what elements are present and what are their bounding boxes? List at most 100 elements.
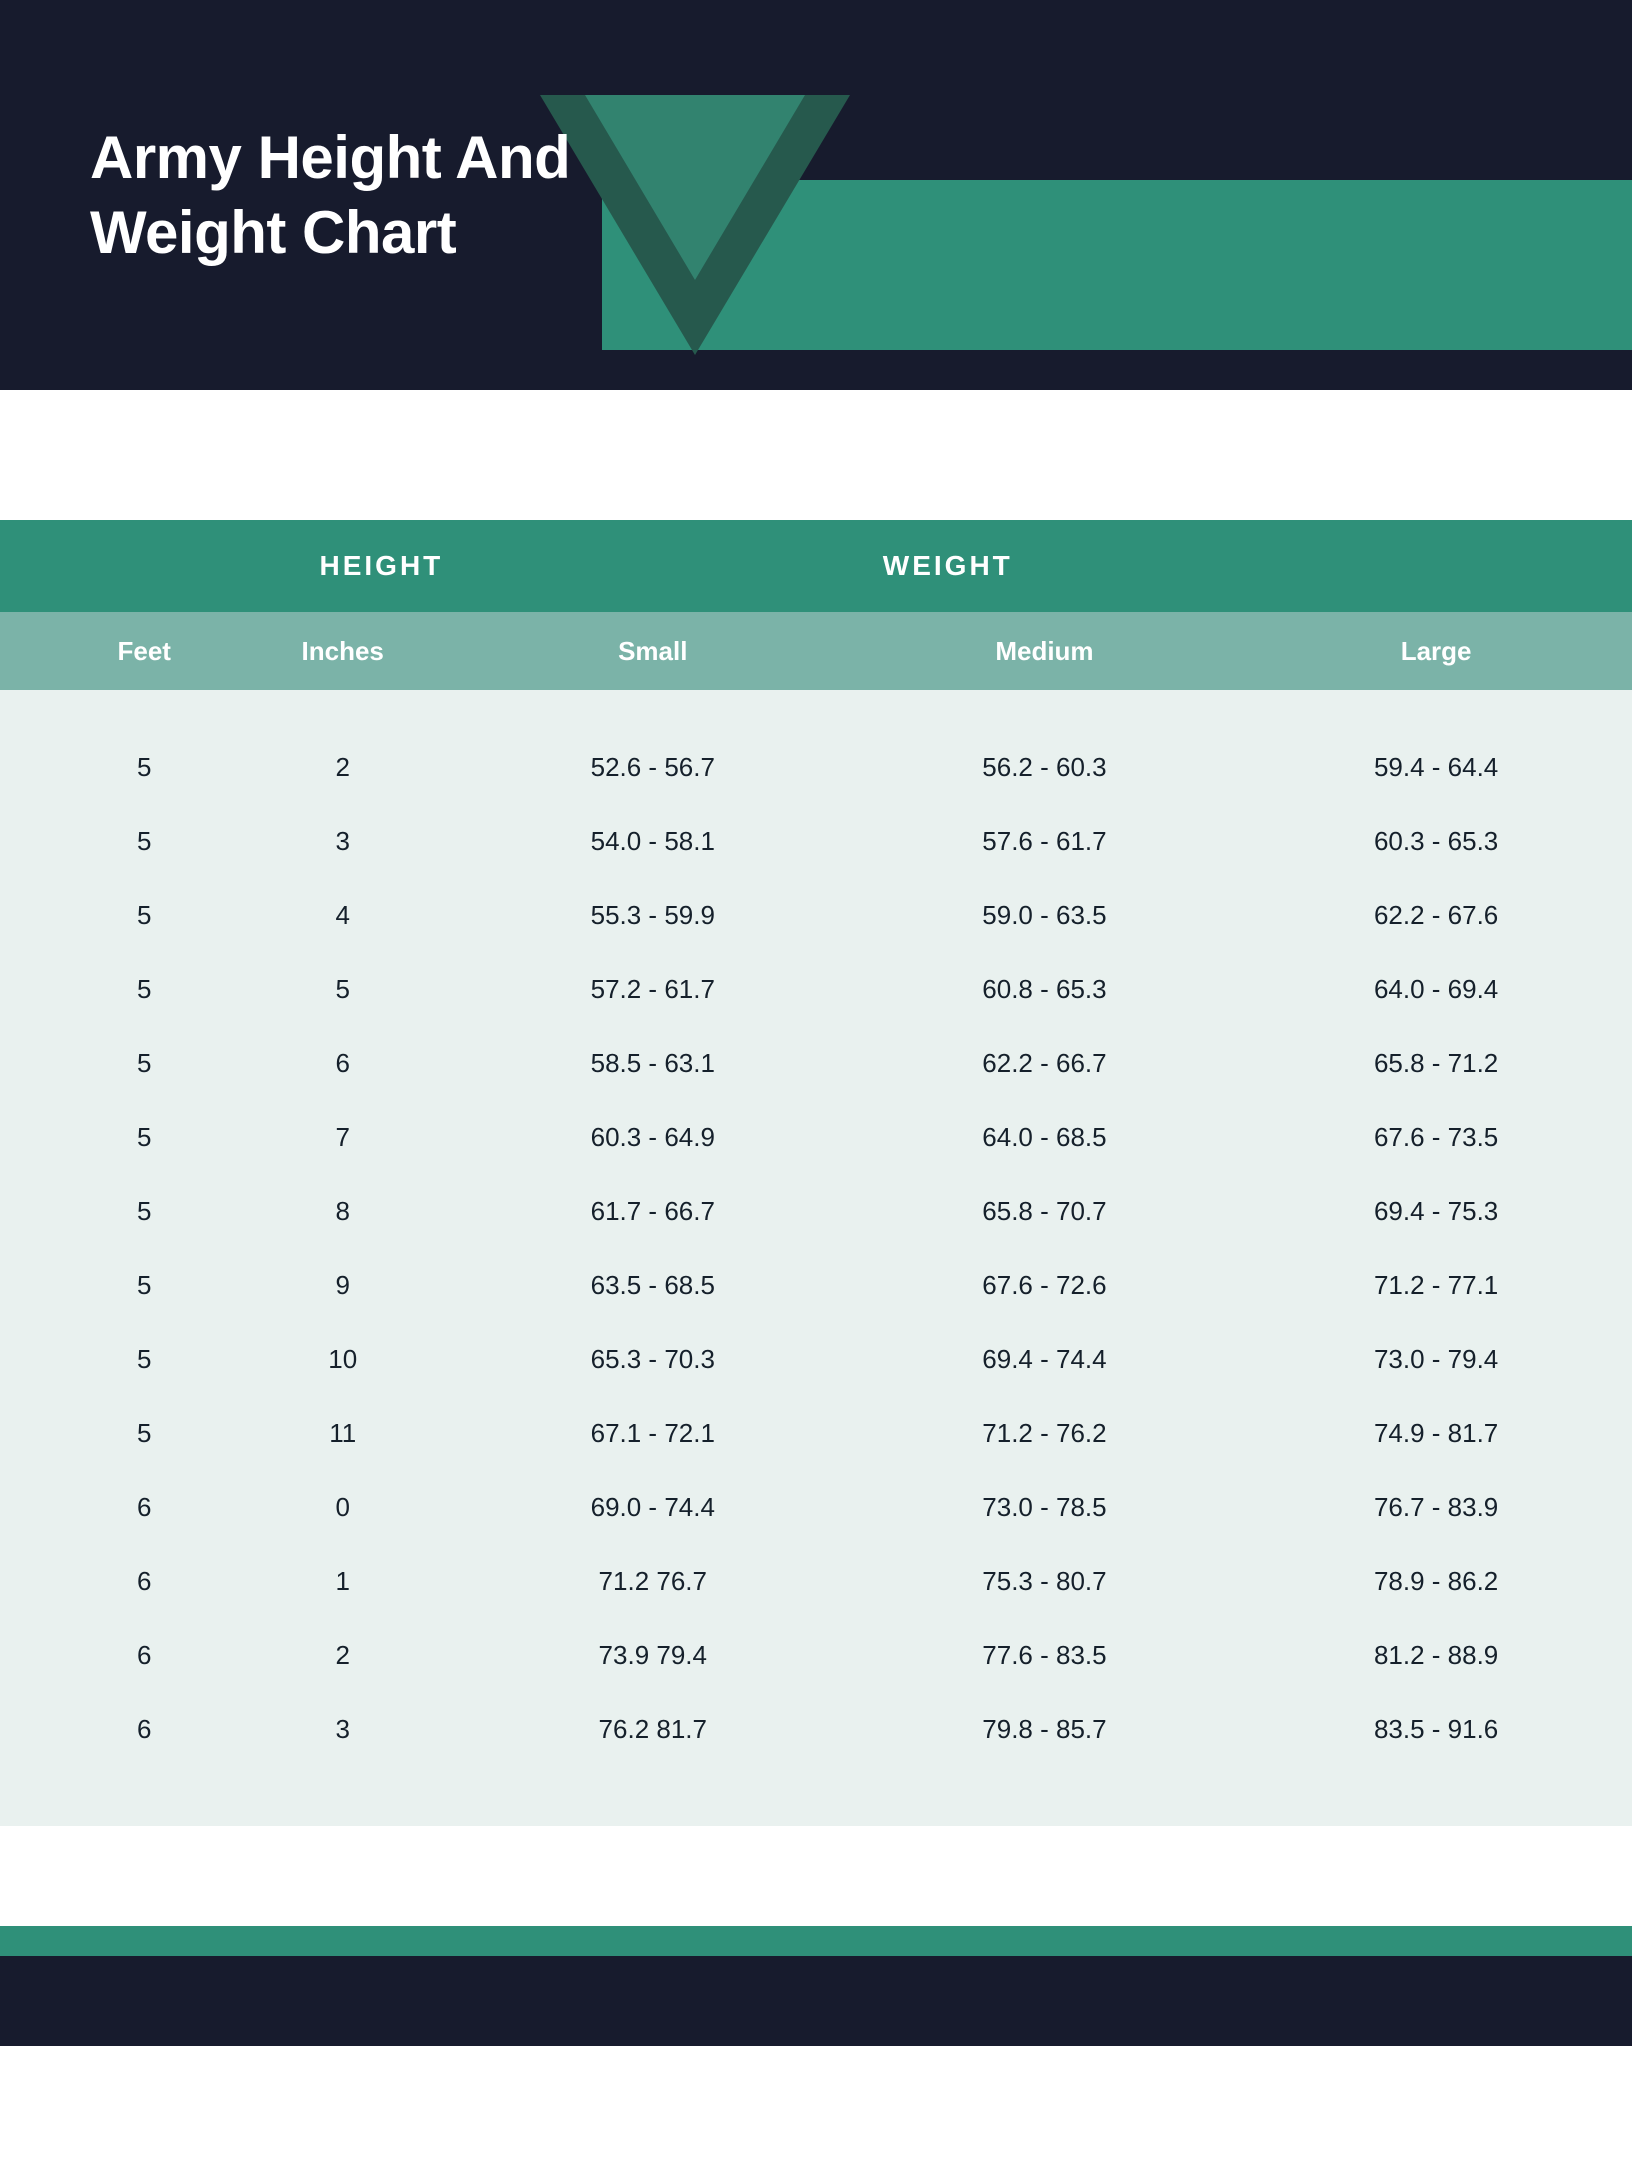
table-row: 5557.2 - 61.760.8 - 65.364.0 - 69.4: [0, 952, 1632, 1026]
cell-medium: 60.8 - 65.3: [849, 974, 1241, 1005]
cell-small: 58.5 - 63.1: [457, 1048, 849, 1079]
table-row: 5963.5 - 68.567.6 - 72.671.2 - 77.1: [0, 1248, 1632, 1322]
triangle-inner-icon: [585, 95, 805, 280]
cell-medium: 64.0 - 68.5: [849, 1122, 1241, 1153]
header-feet: Feet: [0, 636, 228, 667]
table-header-sub: Feet Inches Small Medium Large: [0, 612, 1632, 690]
cell-large: 67.6 - 73.5: [1240, 1122, 1632, 1153]
cell-small: 65.3 - 70.3: [457, 1344, 849, 1375]
cell-small: 63.5 - 68.5: [457, 1270, 849, 1301]
cell-feet: 5: [0, 974, 228, 1005]
cell-small: 60.3 - 64.9: [457, 1122, 849, 1153]
header-small: Small: [457, 636, 849, 667]
cell-inches: 6: [228, 1048, 456, 1079]
cell-feet: 5: [0, 1270, 228, 1301]
cell-feet: 6: [0, 1492, 228, 1523]
page-title: Army Height And Weight Chart: [90, 120, 610, 270]
header-medium: Medium: [849, 636, 1241, 667]
table-row: 6376.2 81.779.8 - 85.783.5 - 91.6: [0, 1692, 1632, 1766]
cell-inches: 10: [228, 1344, 456, 1375]
footer-teal-band: [0, 1926, 1632, 1956]
cell-medium: 77.6 - 83.5: [849, 1640, 1241, 1671]
cell-medium: 59.0 - 63.5: [849, 900, 1241, 931]
header-weight: WEIGHT: [653, 550, 1632, 582]
cell-medium: 67.6 - 72.6: [849, 1270, 1241, 1301]
cell-small: 76.2 81.7: [457, 1714, 849, 1745]
cell-small: 52.6 - 56.7: [457, 752, 849, 783]
header-height: HEIGHT: [0, 550, 653, 582]
cell-large: 71.2 - 77.1: [1240, 1270, 1632, 1301]
cell-feet: 5: [0, 826, 228, 857]
height-weight-table: HEIGHT WEIGHT Feet Inches Small Medium L…: [0, 520, 1632, 1826]
cell-large: 74.9 - 81.7: [1240, 1418, 1632, 1449]
table-row: 5760.3 - 64.964.0 - 68.567.6 - 73.5: [0, 1100, 1632, 1174]
cell-medium: 57.6 - 61.7: [849, 826, 1241, 857]
cell-feet: 5: [0, 1048, 228, 1079]
cell-inches: 2: [228, 1640, 456, 1671]
cell-feet: 5: [0, 1418, 228, 1449]
cell-large: 62.2 - 67.6: [1240, 900, 1632, 931]
table-row: 5861.7 - 66.765.8 - 70.769.4 - 75.3: [0, 1174, 1632, 1248]
cell-inches: 0: [228, 1492, 456, 1523]
cell-large: 69.4 - 75.3: [1240, 1196, 1632, 1227]
table-row: 51167.1 - 72.171.2 - 76.274.9 - 81.7: [0, 1396, 1632, 1470]
cell-small: 73.9 79.4: [457, 1640, 849, 1671]
cell-feet: 6: [0, 1640, 228, 1671]
cell-medium: 65.8 - 70.7: [849, 1196, 1241, 1227]
cell-inches: 8: [228, 1196, 456, 1227]
cell-feet: 5: [0, 900, 228, 931]
cell-medium: 73.0 - 78.5: [849, 1492, 1241, 1523]
cell-inches: 9: [228, 1270, 456, 1301]
cell-feet: 5: [0, 752, 228, 783]
cell-small: 54.0 - 58.1: [457, 826, 849, 857]
cell-small: 61.7 - 66.7: [457, 1196, 849, 1227]
table-row: 6171.2 76.775.3 - 80.778.9 - 86.2: [0, 1544, 1632, 1618]
cell-large: 59.4 - 64.4: [1240, 752, 1632, 783]
cell-medium: 71.2 - 76.2: [849, 1418, 1241, 1449]
table-header-top: HEIGHT WEIGHT: [0, 520, 1632, 612]
cell-small: 67.1 - 72.1: [457, 1418, 849, 1449]
cell-medium: 75.3 - 80.7: [849, 1566, 1241, 1597]
cell-large: 65.8 - 71.2: [1240, 1048, 1632, 1079]
footer: [0, 1926, 1632, 2046]
cell-inches: 3: [228, 826, 456, 857]
table-row: 5354.0 - 58.157.6 - 61.760.3 - 65.3: [0, 804, 1632, 878]
cell-inches: 4: [228, 900, 456, 931]
cell-medium: 56.2 - 60.3: [849, 752, 1241, 783]
cell-inches: 11: [228, 1418, 456, 1449]
cell-small: 71.2 76.7: [457, 1566, 849, 1597]
header: Army Height And Weight Chart: [0, 0, 1632, 390]
cell-large: 64.0 - 69.4: [1240, 974, 1632, 1005]
cell-large: 78.9 - 86.2: [1240, 1566, 1632, 1597]
cell-large: 73.0 - 79.4: [1240, 1344, 1632, 1375]
page: Army Height And Weight Chart HEIGHT WEIG…: [0, 0, 1632, 2046]
cell-inches: 7: [228, 1122, 456, 1153]
cell-large: 83.5 - 91.6: [1240, 1714, 1632, 1745]
table-row: 5455.3 - 59.959.0 - 63.562.2 - 67.6: [0, 878, 1632, 952]
cell-large: 76.7 - 83.9: [1240, 1492, 1632, 1523]
cell-large: 81.2 - 88.9: [1240, 1640, 1632, 1671]
table-row: 5252.6 - 56.756.2 - 60.359.4 - 64.4: [0, 730, 1632, 804]
footer-dark-band: [0, 1956, 1632, 2046]
cell-medium: 62.2 - 66.7: [849, 1048, 1241, 1079]
header-large: Large: [1240, 636, 1632, 667]
cell-medium: 69.4 - 74.4: [849, 1344, 1241, 1375]
table-body: 5252.6 - 56.756.2 - 60.359.4 - 64.45354.…: [0, 690, 1632, 1826]
cell-small: 69.0 - 74.4: [457, 1492, 849, 1523]
cell-feet: 5: [0, 1344, 228, 1375]
table-row: 6069.0 - 74.473.0 - 78.576.7 - 83.9: [0, 1470, 1632, 1544]
table-row: 6273.9 79.477.6 - 83.581.2 - 88.9: [0, 1618, 1632, 1692]
cell-feet: 6: [0, 1714, 228, 1745]
cell-feet: 5: [0, 1122, 228, 1153]
cell-inches: 1: [228, 1566, 456, 1597]
table-row: 51065.3 - 70.369.4 - 74.473.0 - 79.4: [0, 1322, 1632, 1396]
table-row: 5658.5 - 63.162.2 - 66.765.8 - 71.2: [0, 1026, 1632, 1100]
header-inches: Inches: [228, 636, 456, 667]
cell-feet: 5: [0, 1196, 228, 1227]
cell-inches: 3: [228, 1714, 456, 1745]
cell-medium: 79.8 - 85.7: [849, 1714, 1241, 1745]
cell-small: 55.3 - 59.9: [457, 900, 849, 931]
cell-feet: 6: [0, 1566, 228, 1597]
cell-inches: 2: [228, 752, 456, 783]
cell-inches: 5: [228, 974, 456, 1005]
